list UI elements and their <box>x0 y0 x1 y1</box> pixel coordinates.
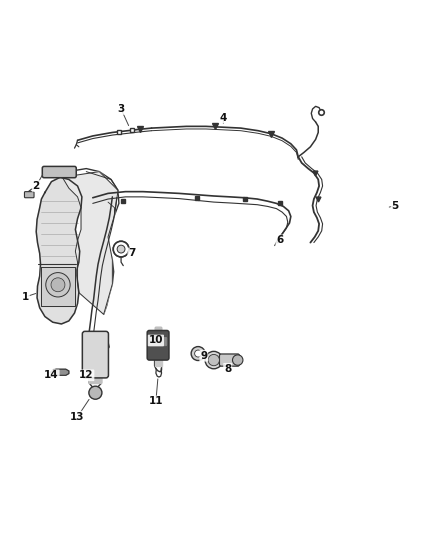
Polygon shape <box>36 177 82 324</box>
Circle shape <box>113 241 129 257</box>
Text: 4: 4 <box>220 112 227 123</box>
Text: 2: 2 <box>32 181 40 191</box>
Circle shape <box>191 346 205 360</box>
Text: 1: 1 <box>22 292 29 302</box>
Polygon shape <box>54 369 69 375</box>
Text: 9: 9 <box>200 351 207 361</box>
Circle shape <box>89 386 102 399</box>
FancyBboxPatch shape <box>82 332 109 378</box>
FancyBboxPatch shape <box>25 192 34 198</box>
Text: 5: 5 <box>392 200 399 211</box>
Circle shape <box>208 354 219 366</box>
Polygon shape <box>62 172 118 314</box>
Circle shape <box>205 351 223 369</box>
Text: 3: 3 <box>117 104 125 114</box>
Polygon shape <box>155 327 161 333</box>
Circle shape <box>233 355 243 365</box>
Text: 8: 8 <box>224 364 231 374</box>
Circle shape <box>117 245 125 253</box>
Circle shape <box>46 272 70 297</box>
Polygon shape <box>42 266 74 305</box>
Polygon shape <box>50 369 54 375</box>
FancyBboxPatch shape <box>219 354 240 366</box>
Polygon shape <box>89 376 102 383</box>
Text: 14: 14 <box>44 370 59 381</box>
Text: 10: 10 <box>148 335 163 345</box>
FancyBboxPatch shape <box>147 330 169 360</box>
FancyBboxPatch shape <box>149 337 167 346</box>
Circle shape <box>51 278 65 292</box>
Text: 12: 12 <box>79 370 93 381</box>
Polygon shape <box>155 359 162 366</box>
Circle shape <box>194 350 201 357</box>
Text: 13: 13 <box>71 411 85 422</box>
FancyBboxPatch shape <box>42 166 76 177</box>
Text: 6: 6 <box>276 236 283 245</box>
Circle shape <box>113 241 129 257</box>
Text: 7: 7 <box>128 248 136 259</box>
Text: 11: 11 <box>148 397 163 407</box>
